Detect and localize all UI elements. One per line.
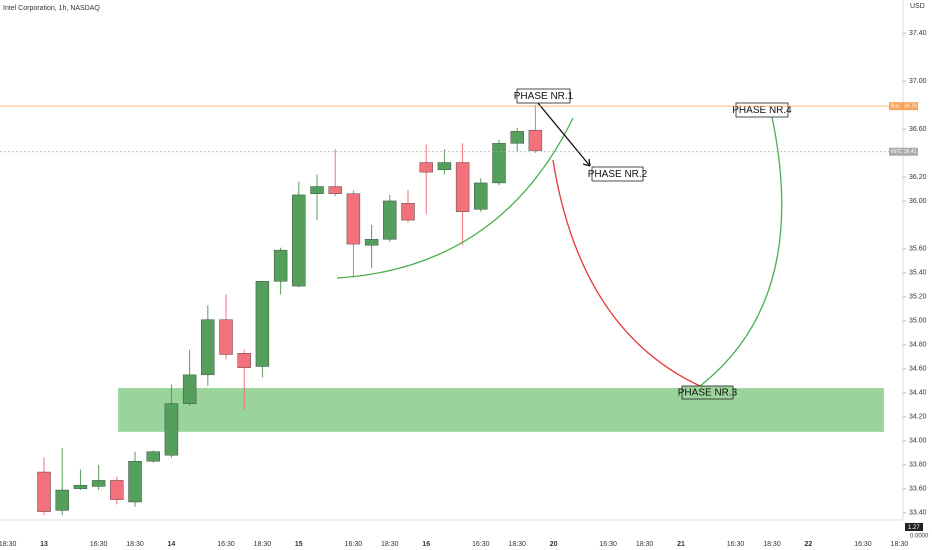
volume-tag [905,523,923,531]
y-tick-label: 34.40 [909,390,927,397]
x-tick-label: 15 [295,541,303,548]
chart-title: Intel Corporation, 1h, NASDAQ [3,5,100,12]
phase-text: PHASE NR.4 [732,105,792,116]
phase-text: PHASE NR.1 [514,91,574,102]
x-tick-label: 13 [40,541,48,548]
y-tick-label: 33.80 [909,462,927,469]
x-tick-label: 16:30 [345,541,363,548]
x-tick-label: 16:30 [599,541,617,548]
y-tick-label: 36.60 [909,126,927,133]
candle-body [237,353,251,368]
candle-body [419,162,433,173]
y-tick-label: 33.60 [909,486,927,493]
candle-body [346,193,361,245]
x-tick-label: 20 [550,541,558,548]
candle-body [37,471,51,512]
candle-body [292,194,306,287]
x-tick-label: 16:30 [854,541,872,548]
x-tick-label: 18:30 [508,541,526,548]
plot-area [37,104,884,516]
candle-body [201,319,215,376]
phase-label: PHASE NR.1 [514,88,574,104]
curve [552,159,701,387]
y-tick-label: 34.80 [909,342,927,349]
y-tick-label: 35.40 [909,270,927,277]
candle-body [255,281,270,367]
candle-body [383,200,397,240]
candle-body [401,203,415,221]
candle-body [110,480,124,500]
y-tick-label: 37.40 [909,30,927,37]
price-tag-name: INTC [891,149,903,155]
candle-body [73,485,88,490]
y-tick-label: 35.00 [909,318,927,325]
x-tick-label: 18:30 [254,541,272,548]
candle-body [364,239,379,246]
volume-axis-label: 0.0000 [910,534,929,540]
x-tick-label: 18:30 [126,541,144,548]
price-tag-label: 36.79 [904,103,917,109]
candle-body [55,489,69,511]
y-tick-label: 37.00 [909,78,927,85]
candle-body [510,131,524,144]
x-tick-label: 16:30 [727,541,745,548]
x-tick-label: 14 [168,541,176,548]
phase-text: PHASE NR.2 [588,169,648,180]
y-tick-label: 33.40 [909,510,927,517]
candle-body [455,162,470,212]
price-tag-name: Buy [891,103,900,109]
x-tick-label: 18:30 [891,541,909,548]
phase-label: PHASE NR.2 [588,166,648,182]
y-tick-label: 36.20 [909,174,927,181]
x-tick-label: 16:30 [472,541,490,548]
candle-body [219,319,233,355]
candle-body [437,162,452,170]
candle-body [146,451,160,462]
x-tick-label: 22 [804,541,812,548]
currency-label: USD [910,3,925,10]
curve [699,116,783,387]
y-tick-label: 35.20 [909,294,927,301]
x-tick-label: 16 [422,541,430,548]
candle-body [91,480,106,487]
x-tick-label: 18:30 [636,541,654,548]
candle-body [128,461,142,503]
candle-body [492,143,506,184]
y-tick-label: 36.00 [909,198,927,205]
candle-body [528,129,543,151]
candle-body [273,249,288,282]
y-tick-label: 34.00 [909,438,927,445]
volume-label: 1.27 [908,525,920,531]
arrow-head [582,158,591,167]
zone [118,388,884,432]
price-tag [889,147,918,156]
phase-text: PHASE NR.3 [678,388,738,399]
candle-body [310,186,324,194]
curve [336,117,574,279]
phase-label: PHASE NR.3 [678,385,738,400]
price-tag [889,102,918,111]
arrow [537,102,591,167]
x-tick-label: 16:30 [90,541,108,548]
candle-body [328,186,342,194]
x-tick-label: 18:30 [381,541,399,548]
phase-label: PHASE NR.4 [732,102,792,118]
x-tick-label: 18:30 [0,541,17,548]
x-tick-label: 21 [677,541,685,548]
y-tick-label: 34.20 [909,414,927,421]
candle-body [474,182,488,210]
y-tick-label: 35.60 [909,246,927,253]
price-tag-label: 36.41 [904,149,917,155]
x-tick-label: 18:30 [763,541,781,548]
candle-body [182,374,197,404]
y-tick-label: 34.60 [909,366,927,373]
x-tick-label: 16:30 [217,541,235,548]
candle-body [164,403,179,456]
